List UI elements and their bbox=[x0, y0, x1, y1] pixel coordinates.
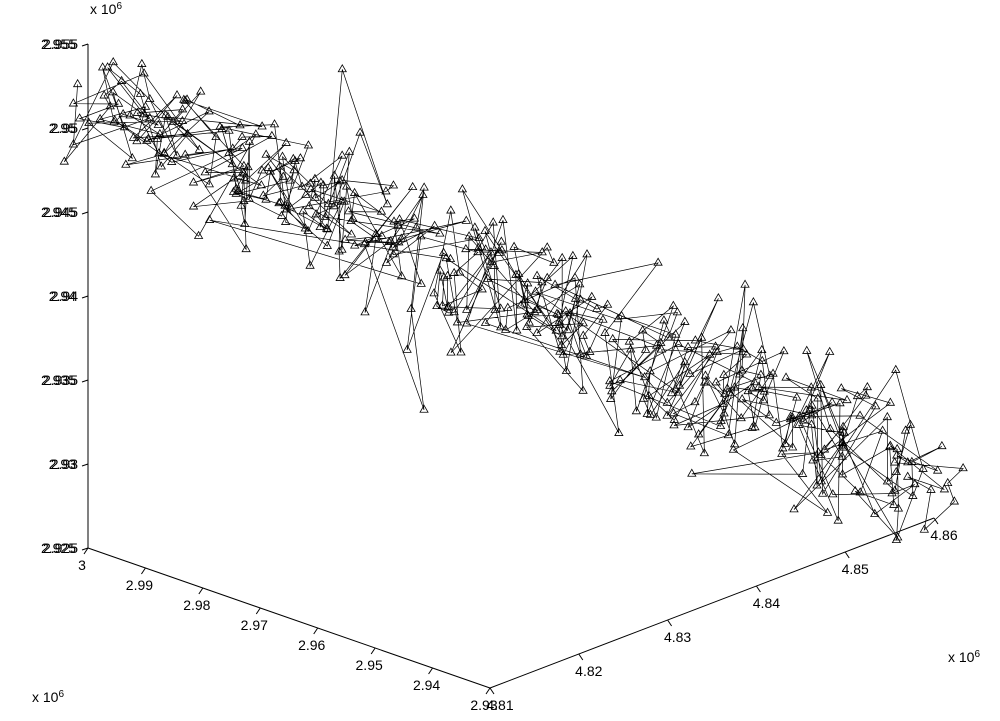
markers-group bbox=[60, 58, 967, 543]
plot-stage: 2.9552.952.9452.942.9352.932.9252.9552.9… bbox=[0, 0, 1000, 721]
data-marker bbox=[109, 58, 117, 65]
svg-text:2.94: 2.94 bbox=[49, 288, 76, 304]
data-marker bbox=[462, 216, 470, 223]
svg-text:2.955: 2.955 bbox=[41, 36, 76, 52]
data-marker bbox=[654, 258, 662, 265]
data-marker bbox=[533, 329, 541, 336]
svg-text:4.81: 4.81 bbox=[486, 697, 513, 713]
data-marker bbox=[238, 133, 246, 140]
data-marker bbox=[609, 335, 617, 342]
data-marker bbox=[681, 317, 689, 324]
svg-text:2.94: 2.94 bbox=[413, 677, 440, 693]
data-marker bbox=[197, 87, 205, 94]
data-marker bbox=[759, 396, 767, 403]
data-marker bbox=[497, 237, 505, 244]
svg-text:4.85: 4.85 bbox=[842, 561, 869, 577]
svg-text:2.95: 2.95 bbox=[356, 657, 383, 673]
data-marker bbox=[323, 241, 331, 248]
svg-text:2.935: 2.935 bbox=[41, 372, 76, 388]
trajectory-line bbox=[64, 62, 963, 540]
data-marker bbox=[190, 202, 198, 209]
data-marker bbox=[482, 245, 490, 252]
data-marker bbox=[599, 315, 607, 322]
data-marker bbox=[712, 342, 720, 349]
data-marker bbox=[829, 490, 837, 497]
data-marker bbox=[588, 292, 596, 299]
data-marker bbox=[282, 139, 290, 146]
svg-text:2.97: 2.97 bbox=[241, 617, 268, 633]
data-marker bbox=[173, 91, 181, 98]
svg-text:3: 3 bbox=[78, 557, 86, 573]
data-marker bbox=[688, 469, 696, 476]
data-marker bbox=[673, 308, 681, 315]
data-marker bbox=[738, 395, 746, 402]
svg-text:4.86: 4.86 bbox=[930, 527, 957, 543]
svg-text:x 106: x 106 bbox=[32, 689, 64, 706]
data-marker bbox=[252, 130, 260, 137]
svg-text:4.82: 4.82 bbox=[575, 663, 602, 679]
svg-text:x 106: x 106 bbox=[90, 1, 122, 18]
data-marker bbox=[706, 350, 714, 357]
data-marker bbox=[304, 141, 312, 148]
svg-text:2.93: 2.93 bbox=[49, 456, 76, 472]
data-marker bbox=[195, 232, 203, 239]
svg-text:4.84: 4.84 bbox=[753, 595, 780, 611]
data-marker bbox=[447, 348, 455, 355]
data-marker bbox=[684, 343, 692, 350]
svg-text:x 106: x 106 bbox=[948, 649, 980, 666]
data-marker bbox=[826, 348, 834, 355]
svg-text:2.96: 2.96 bbox=[298, 637, 325, 653]
svg-text:2.925: 2.925 bbox=[41, 540, 76, 556]
data-marker bbox=[856, 411, 864, 418]
data-marker bbox=[389, 181, 397, 188]
data-marker bbox=[436, 229, 444, 236]
data-marker bbox=[944, 479, 952, 486]
data-marker bbox=[669, 301, 677, 308]
plot-svg: 2.9552.952.9452.942.9352.932.9252.9552.9… bbox=[0, 0, 1000, 721]
data-marker bbox=[714, 294, 722, 301]
data-marker bbox=[625, 337, 633, 344]
data-marker bbox=[959, 464, 967, 471]
data-marker bbox=[128, 154, 136, 161]
svg-text:2.98: 2.98 bbox=[183, 597, 210, 613]
data-marker bbox=[543, 243, 551, 250]
svg-text:4.83: 4.83 bbox=[664, 629, 691, 645]
svg-text:2.95: 2.95 bbox=[49, 120, 76, 136]
svg-text:2.945: 2.945 bbox=[41, 204, 76, 220]
data-marker bbox=[347, 230, 355, 237]
data-marker bbox=[523, 322, 531, 329]
data-marker bbox=[538, 248, 546, 255]
data-marker bbox=[383, 200, 391, 207]
data-marker bbox=[803, 346, 811, 353]
svg-text:2.99: 2.99 bbox=[126, 577, 153, 593]
data-marker bbox=[409, 183, 417, 190]
